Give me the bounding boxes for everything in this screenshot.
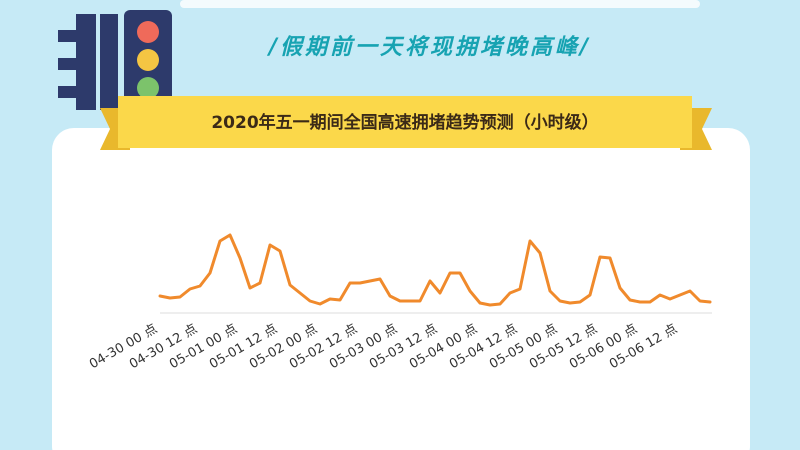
top-strip — [180, 0, 700, 8]
title-ribbon — [100, 96, 712, 150]
subtitle: /假期前一天将现拥堵晚高峰/ — [266, 34, 591, 60]
line-series — [158, 233, 712, 307]
chart-title: 2020年五一期间全国高速拥堵趋势预测（小时级） — [211, 112, 598, 133]
traffic-light-icon — [58, 10, 172, 110]
card — [52, 128, 750, 450]
